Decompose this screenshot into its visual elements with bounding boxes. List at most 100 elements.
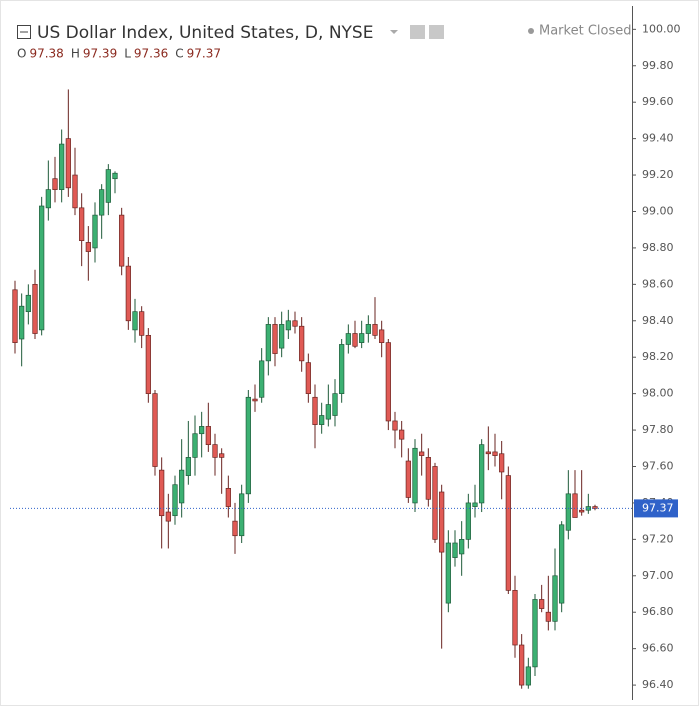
candle-body [265,324,271,362]
y-tick-label: 97.00 [642,569,674,582]
candle-body [185,457,191,476]
candle-body [359,333,365,343]
candle-body [352,333,358,347]
y-tick-label: 99.20 [642,168,674,181]
candle-body [452,542,458,558]
candle-body [412,447,418,504]
candle-body [239,493,245,537]
candle-body [372,324,378,336]
candle-body [505,475,511,591]
candle-body [512,590,518,646]
candle-body [45,189,51,209]
candle-body [85,242,91,252]
y-tick-label: 96.80 [642,605,674,618]
candle-body [379,329,385,343]
candle-body [319,415,325,425]
legend-value: 97.38 [29,47,63,61]
candle-body [559,524,565,604]
candle-body [292,320,298,327]
legend-key: H [71,47,80,61]
candle-body [479,444,485,504]
legend-key: C [175,47,183,61]
candle-body [25,294,31,313]
candle-body [272,324,278,354]
candle-body [519,644,525,686]
candle-body [212,444,218,458]
candle-body [225,488,231,507]
y-tick-label: 97.80 [642,423,674,436]
candle-body [312,396,318,425]
candle-body [119,214,125,267]
y-tick-label: 96.60 [642,642,674,655]
candle-body [399,429,405,440]
candle-body [139,311,145,336]
candle-body [439,491,445,553]
visibility-button[interactable] [410,25,425,39]
candle-body [52,178,58,190]
candle-body [259,360,265,398]
candle-body [345,333,351,345]
candle-body [532,599,538,668]
y-tick-label: 98.00 [642,387,674,400]
candle-body [72,174,78,209]
candle-body [579,509,585,513]
candle-body [19,305,25,340]
candle-body [59,143,65,190]
candle-body [385,342,391,422]
candle-body [392,420,398,431]
candle-body [445,542,451,604]
candle-body [165,511,171,522]
status-dot [528,28,534,34]
candle-body [365,324,371,334]
candle-body [145,334,151,394]
ohlc-legend: O 97.38 H 97.39 L 97.36 C 97.37 [17,47,221,61]
candle-body [305,362,311,394]
candle-body [79,207,85,241]
candle-body [525,666,531,686]
candle-body [325,404,331,420]
y-tick-label: 99.40 [642,132,674,145]
y-tick-label: 99.00 [642,204,674,217]
last-price-box [634,499,678,518]
y-tick-label: 98.80 [642,241,674,254]
candle-body [39,205,45,331]
candle-body [419,451,425,456]
symbol-dropdown[interactable] [390,30,398,34]
candle-body [552,575,558,622]
y-tick-label: 96.40 [642,678,674,691]
y-tick-label: 98.40 [642,314,674,327]
candle-body [485,451,491,455]
y-tick-label: 98.60 [642,277,674,290]
candle-body [539,599,545,609]
legend-value: 97.36 [134,47,168,61]
candle-body [172,484,178,517]
candle-body [199,426,205,435]
collapse-icon[interactable] [17,25,31,39]
legend-value: 97.39 [83,47,117,61]
candle-body [192,433,198,458]
candle-body [219,453,225,458]
y-tick-label: 97.20 [642,532,674,545]
candle-body [432,466,438,540]
y-tick-label: 98.20 [642,350,674,363]
legend-key: O [17,47,26,61]
candle-body [32,283,38,334]
y-tick-label: 97.60 [642,459,674,472]
candle-body [245,396,251,495]
candle-body [179,469,185,504]
candle-body [12,289,18,343]
candle-body [425,457,431,500]
candle-body [492,451,498,456]
candle-body [92,214,98,249]
y-tick-label: 99.80 [642,59,674,72]
candle-body [499,453,505,473]
candle-body [205,426,211,445]
settings-button[interactable] [429,25,444,39]
candle-body [152,393,158,467]
candle-body [125,265,131,322]
legend-key: L [124,47,131,61]
last-price-label: 97.37 [642,501,674,514]
